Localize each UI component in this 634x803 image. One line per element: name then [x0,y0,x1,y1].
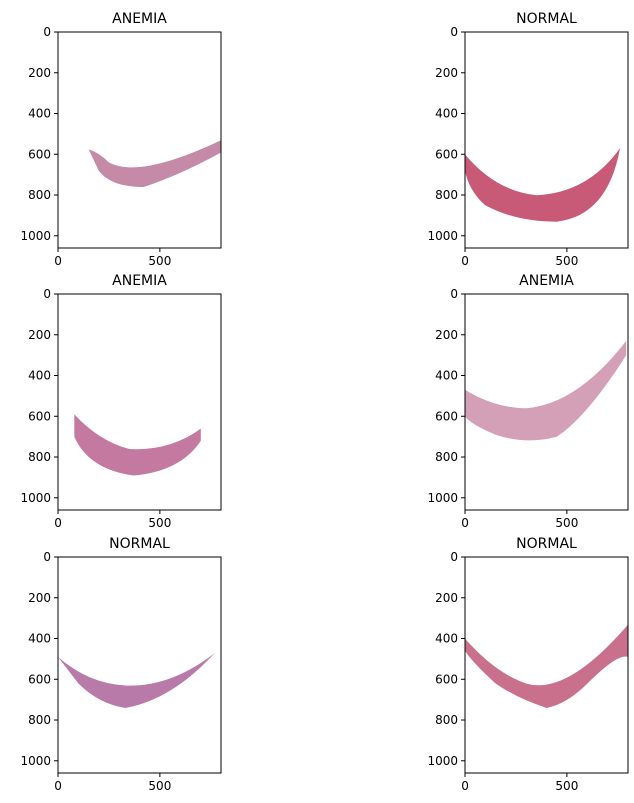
y-tick-label: 400 [435,369,458,383]
y-tick-label: 200 [435,328,458,342]
panel-title: NORMAL [516,11,577,27]
y-tick-label: 400 [28,632,51,646]
y-tick-label: 200 [28,66,51,80]
conjunctiva-image [88,140,222,188]
x-tick-label: 0 [461,779,469,793]
y-tick-label: 0 [43,25,51,39]
panel-title: NORMAL [516,536,577,552]
x-tick-label: 500 [555,254,578,268]
axes-frame [464,556,629,774]
x-tick-label: 0 [54,516,62,530]
y-tick-label: 800 [28,713,51,727]
conjunctiva-image [465,340,627,441]
y-tick-label: 800 [28,188,51,202]
conjunctiva-image [465,624,629,708]
axes-frame [57,31,222,249]
y-tick-label: 200 [435,591,458,605]
axes-frame [57,556,222,774]
x-tick-label: 500 [148,516,171,530]
y-tick-label: 600 [435,409,458,423]
y-tick-label: 1000 [20,491,51,505]
x-tick-label: 0 [54,779,62,793]
y-tick-label: 0 [43,550,51,564]
y-tick-label: 200 [435,66,458,80]
y-tick-label: 200 [28,328,51,342]
y-tick-label: 600 [435,672,458,686]
y-tick-label: 0 [43,287,51,301]
panel-title: ANEMIA [112,273,167,289]
y-tick-label: 600 [28,672,51,686]
y-tick-label: 0 [450,25,458,39]
axes-frame [464,31,629,249]
conjunctiva-image [74,414,201,476]
y-tick-label: 400 [435,107,458,121]
conjunctiva-image [58,652,216,708]
y-tick-label: 800 [28,450,51,464]
y-tick-label: 600 [435,147,458,161]
y-tick-label: 1000 [20,754,51,768]
y-tick-label: 1000 [427,229,458,243]
y-tick-label: 400 [28,107,51,121]
y-tick-label: 0 [450,287,458,301]
x-tick-label: 500 [148,779,171,793]
conjunctiva-image [465,148,621,222]
y-tick-label: 400 [435,632,458,646]
y-tick-label: 1000 [20,229,51,243]
x-tick-label: 500 [555,516,578,530]
panel-title: ANEMIA [519,273,574,289]
y-tick-label: 400 [28,369,51,383]
panel-title: ANEMIA [112,11,167,27]
axes-frame [464,293,629,511]
y-tick-label: 1000 [427,491,458,505]
y-tick-label: 0 [450,550,458,564]
y-tick-label: 800 [435,450,458,464]
y-tick-label: 200 [28,591,51,605]
x-tick-label: 0 [461,516,469,530]
panel-title: NORMAL [109,536,170,552]
x-tick-label: 0 [461,254,469,268]
y-tick-label: 600 [28,409,51,423]
x-tick-label: 500 [555,779,578,793]
x-tick-label: 500 [148,254,171,268]
x-tick-label: 0 [54,254,62,268]
y-tick-label: 1000 [427,754,458,768]
y-tick-label: 800 [435,188,458,202]
axes-frame [57,293,222,511]
y-tick-label: 600 [28,147,51,161]
y-tick-label: 800 [435,713,458,727]
